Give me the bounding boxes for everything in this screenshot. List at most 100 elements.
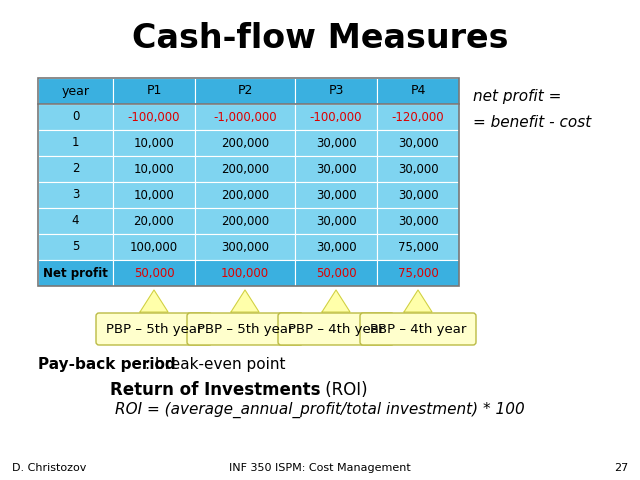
Text: : break-even point: : break-even point bbox=[145, 357, 285, 372]
Text: D. Christozov: D. Christozov bbox=[12, 463, 86, 473]
Polygon shape bbox=[404, 290, 432, 312]
Text: 30,000: 30,000 bbox=[397, 136, 438, 149]
Text: INF 350 ISPM: Cost Management: INF 350 ISPM: Cost Management bbox=[229, 463, 411, 473]
Text: 30,000: 30,000 bbox=[316, 240, 356, 253]
Bar bbox=[38, 208, 113, 234]
Bar bbox=[377, 78, 459, 104]
Text: 10,000: 10,000 bbox=[134, 136, 174, 149]
Text: 30,000: 30,000 bbox=[397, 163, 438, 176]
Text: -100,000: -100,000 bbox=[128, 110, 180, 123]
Bar bbox=[295, 182, 377, 208]
Text: ROI = (average_annual_profit/total investment) * 100: ROI = (average_annual_profit/total inves… bbox=[115, 402, 525, 418]
Bar bbox=[295, 78, 377, 104]
Bar bbox=[195, 182, 295, 208]
Bar bbox=[195, 208, 295, 234]
Bar bbox=[295, 156, 377, 182]
Bar bbox=[113, 182, 195, 208]
Text: -120,000: -120,000 bbox=[392, 110, 444, 123]
Text: P2: P2 bbox=[237, 84, 253, 97]
Bar bbox=[377, 156, 459, 182]
Text: Cash-flow Measures: Cash-flow Measures bbox=[132, 22, 508, 55]
FancyBboxPatch shape bbox=[278, 313, 394, 345]
Text: Return of Investments: Return of Investments bbox=[109, 381, 320, 399]
Text: 50,000: 50,000 bbox=[316, 266, 356, 279]
Text: 3: 3 bbox=[72, 189, 79, 202]
Text: PBP – 5th year: PBP – 5th year bbox=[106, 323, 202, 336]
Bar bbox=[113, 130, 195, 156]
Bar bbox=[113, 104, 195, 130]
Bar bbox=[377, 130, 459, 156]
Text: 30,000: 30,000 bbox=[397, 215, 438, 228]
Text: PBP – 4th year: PBP – 4th year bbox=[288, 323, 384, 336]
Text: 4: 4 bbox=[72, 215, 79, 228]
FancyBboxPatch shape bbox=[187, 313, 303, 345]
Text: -1,000,000: -1,000,000 bbox=[213, 110, 277, 123]
Text: 200,000: 200,000 bbox=[221, 136, 269, 149]
Text: 30,000: 30,000 bbox=[316, 163, 356, 176]
Text: 30,000: 30,000 bbox=[316, 136, 356, 149]
Bar bbox=[377, 182, 459, 208]
Bar bbox=[195, 156, 295, 182]
Text: -100,000: -100,000 bbox=[310, 110, 362, 123]
Text: P3: P3 bbox=[328, 84, 344, 97]
Text: P1: P1 bbox=[147, 84, 162, 97]
FancyBboxPatch shape bbox=[96, 313, 212, 345]
Text: 5: 5 bbox=[72, 240, 79, 253]
Bar bbox=[377, 234, 459, 260]
Text: 27: 27 bbox=[614, 463, 628, 473]
Polygon shape bbox=[322, 290, 350, 312]
Bar bbox=[38, 260, 113, 286]
Bar bbox=[113, 260, 195, 286]
Bar bbox=[295, 234, 377, 260]
Text: 75,000: 75,000 bbox=[397, 266, 438, 279]
Text: P4: P4 bbox=[410, 84, 426, 97]
Polygon shape bbox=[140, 290, 168, 312]
Text: 75,000: 75,000 bbox=[397, 240, 438, 253]
Text: 100,000: 100,000 bbox=[130, 240, 178, 253]
Text: 10,000: 10,000 bbox=[134, 189, 174, 202]
Bar bbox=[38, 78, 113, 104]
Text: = benefit - cost: = benefit - cost bbox=[473, 115, 591, 130]
Text: net profit =: net profit = bbox=[473, 89, 561, 104]
Bar bbox=[195, 130, 295, 156]
Bar bbox=[295, 208, 377, 234]
Text: PBP – 5th year: PBP – 5th year bbox=[196, 323, 293, 336]
Text: 200,000: 200,000 bbox=[221, 189, 269, 202]
Text: 10,000: 10,000 bbox=[134, 163, 174, 176]
Bar bbox=[295, 260, 377, 286]
Text: 200,000: 200,000 bbox=[221, 163, 269, 176]
Text: year: year bbox=[61, 84, 90, 97]
Bar bbox=[113, 208, 195, 234]
Bar bbox=[38, 156, 113, 182]
Text: 0: 0 bbox=[72, 110, 79, 123]
Text: 200,000: 200,000 bbox=[221, 215, 269, 228]
Text: 300,000: 300,000 bbox=[221, 240, 269, 253]
Bar bbox=[38, 104, 113, 130]
Bar bbox=[377, 208, 459, 234]
Text: (ROI): (ROI) bbox=[320, 381, 367, 399]
Bar bbox=[195, 104, 295, 130]
Text: 20,000: 20,000 bbox=[134, 215, 174, 228]
Bar bbox=[295, 130, 377, 156]
Bar bbox=[38, 78, 459, 286]
Text: 30,000: 30,000 bbox=[316, 215, 356, 228]
Bar bbox=[377, 104, 459, 130]
Bar bbox=[113, 234, 195, 260]
FancyBboxPatch shape bbox=[360, 313, 476, 345]
Text: Net profit: Net profit bbox=[43, 266, 108, 279]
Bar bbox=[113, 156, 195, 182]
Text: PBP – 4th year: PBP – 4th year bbox=[370, 323, 466, 336]
Bar bbox=[195, 260, 295, 286]
Bar bbox=[38, 182, 113, 208]
Bar bbox=[38, 130, 113, 156]
Text: 30,000: 30,000 bbox=[316, 189, 356, 202]
Bar bbox=[195, 78, 295, 104]
Bar bbox=[377, 260, 459, 286]
Bar bbox=[295, 104, 377, 130]
Polygon shape bbox=[231, 290, 259, 312]
Text: Pay-back period: Pay-back period bbox=[38, 357, 175, 372]
Text: 30,000: 30,000 bbox=[397, 189, 438, 202]
Text: 2: 2 bbox=[72, 163, 79, 176]
Text: 50,000: 50,000 bbox=[134, 266, 174, 279]
Text: 100,000: 100,000 bbox=[221, 266, 269, 279]
